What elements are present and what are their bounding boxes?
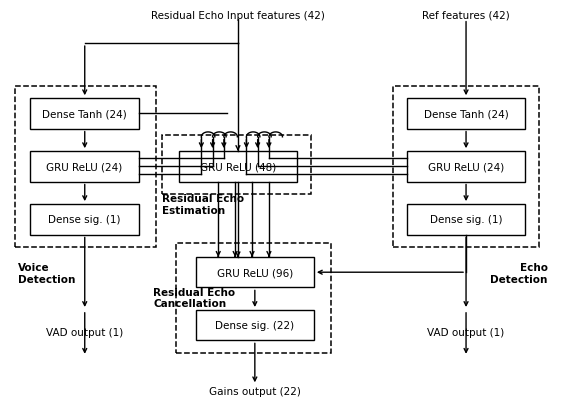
FancyBboxPatch shape — [179, 152, 297, 182]
FancyBboxPatch shape — [407, 99, 525, 129]
Text: Dense sig. (22): Dense sig. (22) — [215, 320, 294, 330]
Text: GRU ReLU (24): GRU ReLU (24) — [428, 162, 504, 172]
Text: Dense sig. (1): Dense sig. (1) — [430, 215, 502, 225]
Text: GRU ReLU (24): GRU ReLU (24) — [46, 162, 123, 172]
Text: Residual Echo Input features (42): Residual Echo Input features (42) — [151, 11, 325, 20]
FancyBboxPatch shape — [29, 99, 139, 129]
Text: Dense Tanh (24): Dense Tanh (24) — [424, 109, 508, 119]
Text: VAD output (1): VAD output (1) — [427, 328, 505, 337]
FancyBboxPatch shape — [196, 310, 314, 341]
Text: GRU ReLU (48): GRU ReLU (48) — [200, 162, 276, 172]
FancyBboxPatch shape — [407, 152, 525, 182]
Text: Ref features (42): Ref features (42) — [422, 11, 510, 20]
Text: Dense sig. (1): Dense sig. (1) — [48, 215, 121, 225]
Text: Echo
Detection: Echo Detection — [490, 263, 548, 284]
FancyBboxPatch shape — [407, 204, 525, 235]
Text: Residual Echo
Estimation: Residual Echo Estimation — [162, 194, 244, 215]
FancyBboxPatch shape — [29, 204, 139, 235]
FancyBboxPatch shape — [196, 257, 314, 288]
FancyBboxPatch shape — [29, 152, 139, 182]
Text: Residual Echo
Cancellation: Residual Echo Cancellation — [153, 287, 235, 309]
Text: Voice
Detection: Voice Detection — [18, 263, 76, 284]
Text: GRU ReLU (96): GRU ReLU (96) — [217, 267, 293, 278]
Text: Gains output (22): Gains output (22) — [209, 387, 301, 396]
Text: Dense Tanh (24): Dense Tanh (24) — [42, 109, 127, 119]
Text: VAD output (1): VAD output (1) — [46, 328, 123, 337]
